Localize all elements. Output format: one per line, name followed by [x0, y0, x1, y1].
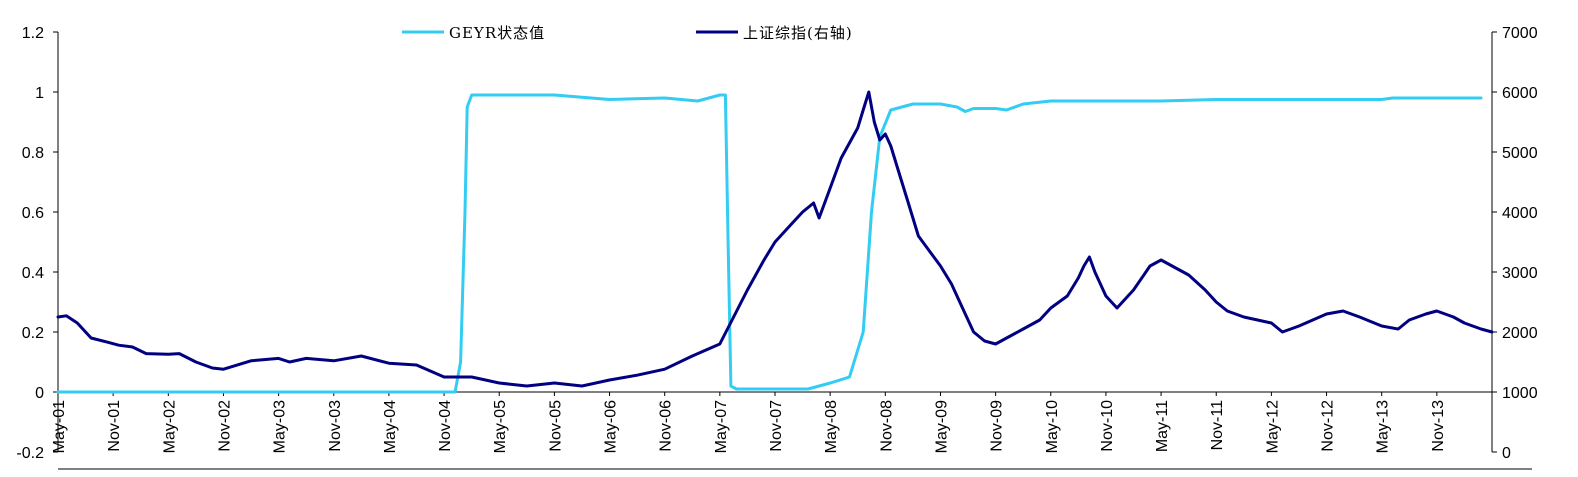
x-tick-label: Nov-13 [1430, 400, 1447, 452]
left-tick-label: -0.2 [16, 445, 44, 462]
series-layer [56, 90, 1494, 394]
right-tick-label: 2000 [1502, 325, 1538, 342]
left-tick-label: 1 [35, 85, 44, 102]
x-tick-label: Nov-04 [437, 400, 454, 452]
x-tick-label: May-09 [933, 400, 950, 453]
legend: GEYR状态值 上证综指(右轴) [402, 24, 853, 42]
legend-label-2: 上证综指(右轴) [743, 24, 853, 42]
right-tick-label: 6000 [1502, 85, 1538, 102]
x-tick-label: May-07 [713, 400, 730, 453]
x-tick-label: Nov-03 [327, 400, 344, 452]
x-tick-label: Nov-05 [547, 400, 564, 452]
right-tick-label: 5000 [1502, 145, 1538, 162]
x-tick-label: May-13 [1375, 400, 1392, 453]
right-tick-label: 4000 [1502, 205, 1538, 222]
left-tick-label: 0.4 [22, 265, 44, 282]
x-tick-label: May-04 [382, 400, 399, 453]
left-tick-label: 0.8 [22, 145, 44, 162]
x-tick-label: May-02 [161, 400, 178, 453]
x-tick-label: Nov-06 [658, 400, 675, 452]
series-line-2 [56, 90, 1494, 388]
left-tick-label: 0 [35, 385, 44, 402]
left-tick-label: 0.2 [22, 325, 44, 342]
right-tick-label: 7000 [1502, 25, 1538, 42]
left-axis-ticks: -0.2 0 0.2 0.4 0.6 0.8 1 1.2 [16, 25, 58, 462]
x-tick-label: Nov-12 [1320, 400, 1337, 452]
x-tick-label: May-08 [823, 400, 840, 453]
x-tick-label: May-10 [1044, 400, 1061, 453]
x-tick-label: May-03 [272, 400, 289, 453]
x-tick-label: Nov-07 [768, 400, 785, 452]
x-axis-ticks: May-01 Nov-01 May-02 Nov-02 May-03 Nov-03 May-… [51, 392, 1493, 453]
x-tick-label: May-01 [51, 400, 68, 453]
x-tick-label: May-05 [492, 400, 509, 453]
series-line-1 [56, 93, 1483, 394]
right-tick-label: 3000 [1502, 265, 1538, 282]
legend-label-1: GEYR状态值 [449, 24, 545, 42]
x-tick-label: May-12 [1264, 400, 1281, 453]
x-tick-label: Nov-08 [878, 400, 895, 452]
left-tick-label: 1.2 [22, 25, 44, 42]
x-tick-label: May-11 [1154, 400, 1171, 452]
x-tick-label: Nov-09 [989, 400, 1006, 452]
right-tick-label: 0 [1502, 445, 1511, 462]
right-tick-label: 1000 [1502, 385, 1538, 402]
x-tick-label: May-06 [603, 400, 620, 453]
left-tick-label: 0.6 [22, 205, 44, 222]
x-tick-label: Nov-01 [106, 400, 123, 452]
x-tick-label: Nov-02 [216, 400, 233, 452]
x-tick-label: Nov-10 [1099, 400, 1116, 452]
x-tick-label: Nov-11 [1209, 400, 1226, 450]
right-axis-ticks: 0 1000 2000 3000 4000 5000 6000 7000 [1492, 25, 1538, 462]
